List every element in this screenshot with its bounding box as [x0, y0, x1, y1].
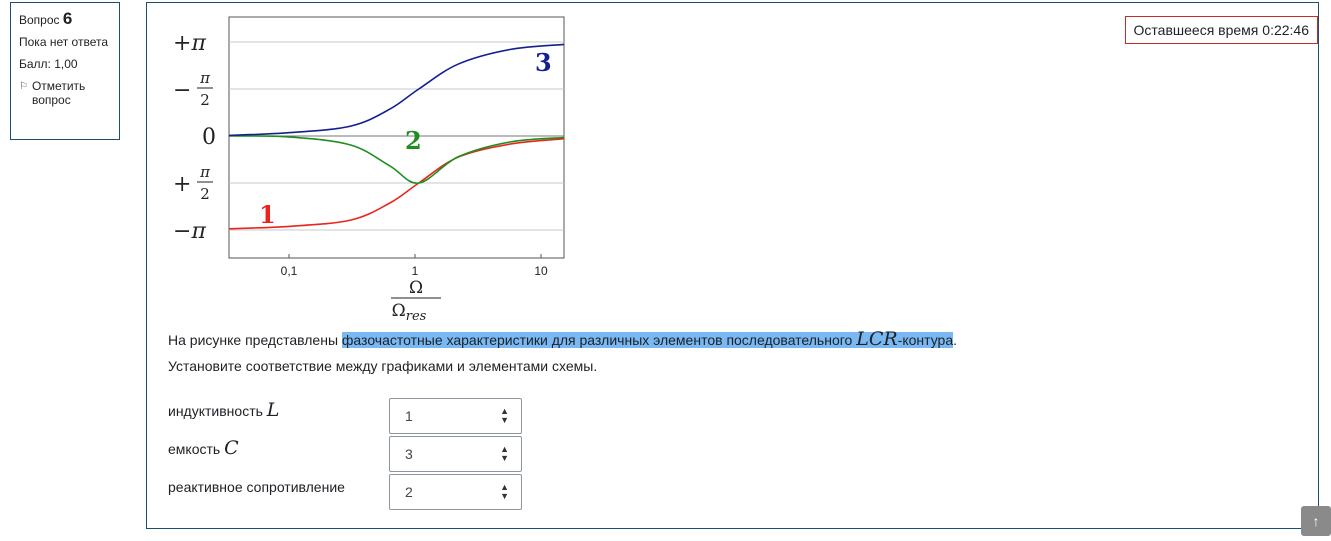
question-info-panel: Вопрос 6 Пока нет ответа Балл: 1,00 ⚐ От…: [10, 2, 120, 140]
question-number: Вопрос 6: [19, 9, 111, 28]
match-label: реактивное сопротивление: [168, 479, 345, 495]
question-score: Балл: 1,00: [19, 57, 78, 71]
answer-status: Пока нет ответа: [19, 35, 109, 49]
question-number-value: 6: [62, 9, 73, 28]
select-arrows-icon: ▲ ▼: [500, 482, 509, 501]
question-line-2: Установите соответствие между графиками …: [168, 358, 598, 374]
match-select-capacitance[interactable]: 3 ▲ ▼: [389, 436, 522, 472]
lcr-formula: LCR: [856, 328, 898, 350]
x-label-denominator: Ωres: [392, 301, 427, 323]
select-arrows-icon: ▲ ▼: [500, 406, 509, 425]
select-arrows-icon: ▲ ▼: [500, 444, 509, 463]
plot-frame: [228, 16, 565, 259]
series-line-3: [228, 43, 565, 137]
question-text: На рисунке представлены фазочастотные ха…: [168, 326, 1268, 379]
flag-question-label: Отметить вопрос: [31, 79, 86, 107]
series-line-1: [228, 137, 565, 230]
arrow-up-icon: ↑: [1312, 513, 1320, 529]
match-label: емкость C: [168, 437, 239, 459]
svg-text:2: 2: [200, 185, 210, 203]
question-label: Вопрос: [19, 13, 60, 27]
series-label-1: 1: [259, 200, 276, 229]
flag-icon: ⚐: [19, 81, 28, 92]
scroll-to-top-button[interactable]: ↑: [1301, 506, 1331, 536]
x-ticks: [288, 254, 542, 258]
match-select-inductance[interactable]: 1 ▲ ▼: [389, 398, 522, 434]
x-label-numerator: Ω: [409, 278, 423, 298]
x-tick-label: 0,1: [281, 264, 298, 278]
y-tick-plus-pi: +π: [173, 31, 206, 56]
time-remaining: Оставшееся время 0:22:46: [1124, 16, 1318, 44]
series-line-2: [228, 135, 565, 184]
x-tick-label: 1: [412, 264, 419, 278]
series-label-2: 2: [405, 126, 422, 155]
y-tick-zero: 0: [202, 125, 216, 150]
match-select-resistance[interactable]: 2 ▲ ▼: [389, 474, 522, 510]
svg-text:π: π: [199, 163, 211, 181]
match-label: индуктивность L: [168, 399, 280, 421]
series-label-3: 3: [535, 48, 552, 77]
svg-text:2: 2: [200, 91, 210, 109]
phase-chart: 0,1 1 10 +π − 0 + −π π 2 π 2 Ω Ωres 1 2: [173, 16, 565, 323]
gridlines: [229, 41, 564, 231]
flag-question-button[interactable]: ⚐ Отметить вопрос: [19, 79, 111, 107]
highlighted-text: фазочастотные характеристики для различн…: [341, 328, 954, 350]
y-tick-plus-half-pi: +: [173, 172, 191, 197]
question-content: Оставшееся время 0:22:46 0,1 1 10 +π − 0…: [146, 2, 1319, 529]
y-tick-minus-half-pi: −: [173, 78, 191, 103]
y-tick-minus-pi: −π: [173, 219, 206, 244]
svg-text:π: π: [199, 69, 211, 87]
question-line-1: На рисунке представлены фазочастотные ха…: [168, 328, 958, 350]
curves: [228, 43, 565, 230]
x-tick-label: 10: [534, 264, 548, 278]
